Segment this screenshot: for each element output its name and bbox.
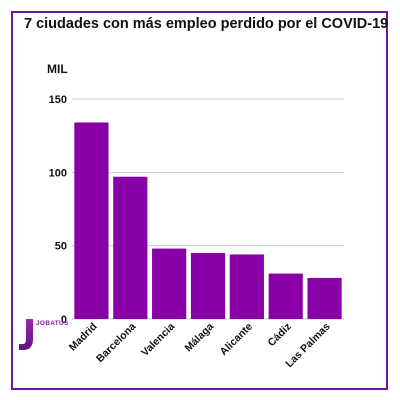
- x-tick-label: Alicante: [218, 321, 255, 358]
- chart-title: 7 ciudades con más empleo perdido por el…: [24, 16, 389, 32]
- x-tick-label: Málaga: [182, 321, 216, 355]
- y-tick-label: 150: [49, 94, 67, 106]
- bar: [113, 176, 148, 319]
- y-axis-unit-label: MIL: [47, 62, 68, 76]
- y-tick-label: 50: [55, 241, 67, 253]
- x-tick-label: Cádiz: [266, 321, 294, 349]
- x-tick-label: Valencia: [139, 321, 177, 359]
- x-tick-label: Barcelona: [94, 321, 139, 366]
- logo-text: JOBATUS: [36, 320, 69, 327]
- bar: [152, 248, 187, 319]
- bar: [74, 122, 109, 319]
- y-tick-label: 0: [61, 314, 67, 326]
- bar: [307, 277, 342, 319]
- chart-frame: [11, 11, 388, 390]
- y-tick-label: 100: [49, 167, 67, 179]
- jobatus-logo: [19, 319, 33, 350]
- bar: [268, 273, 303, 319]
- bar: [190, 253, 226, 319]
- bar: [229, 254, 264, 319]
